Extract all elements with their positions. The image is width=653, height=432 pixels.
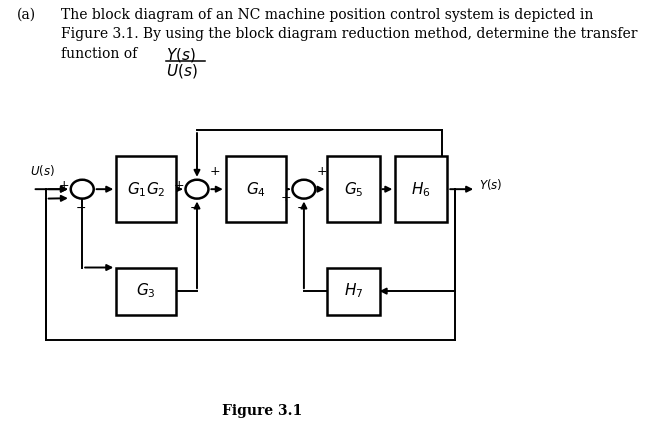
Text: $U(s)$: $U(s)$	[166, 62, 197, 80]
Text: Figure 3.1. By using the block diagram reduction method, determine the transfer: Figure 3.1. By using the block diagram r…	[61, 27, 638, 41]
Circle shape	[185, 180, 208, 199]
Text: $G_4$: $G_4$	[246, 180, 266, 199]
Text: $U(s)$: $U(s)$	[30, 163, 55, 178]
Text: function of: function of	[61, 48, 138, 61]
Text: $Y(s)$: $Y(s)$	[166, 47, 195, 64]
Text: $G_5$: $G_5$	[343, 180, 363, 199]
Text: −: −	[76, 202, 86, 215]
Circle shape	[293, 180, 315, 199]
Bar	[327, 156, 379, 222]
Bar	[116, 267, 176, 315]
Text: $H_7$: $H_7$	[343, 282, 363, 301]
Text: −: −	[297, 202, 308, 215]
Text: $H_6$: $H_6$	[411, 180, 431, 199]
Bar	[395, 156, 447, 222]
Text: $G_3$: $G_3$	[136, 282, 156, 301]
Text: +: +	[59, 179, 69, 192]
Text: (a): (a)	[17, 8, 36, 22]
Text: +: +	[173, 179, 184, 192]
Text: +: +	[280, 191, 291, 204]
Bar	[226, 156, 285, 222]
Text: +: +	[210, 165, 221, 178]
Text: $G_1G_2$: $G_1G_2$	[127, 180, 165, 199]
Text: $Y(s)$: $Y(s)$	[479, 178, 502, 192]
Bar	[327, 267, 379, 315]
Text: The block diagram of an NC machine position control system is depicted in: The block diagram of an NC machine posit…	[61, 8, 594, 22]
Circle shape	[71, 180, 94, 199]
Bar	[116, 156, 176, 222]
Text: +: +	[317, 165, 328, 178]
Text: −: −	[190, 202, 200, 215]
Text: Figure 3.1: Figure 3.1	[222, 404, 302, 418]
